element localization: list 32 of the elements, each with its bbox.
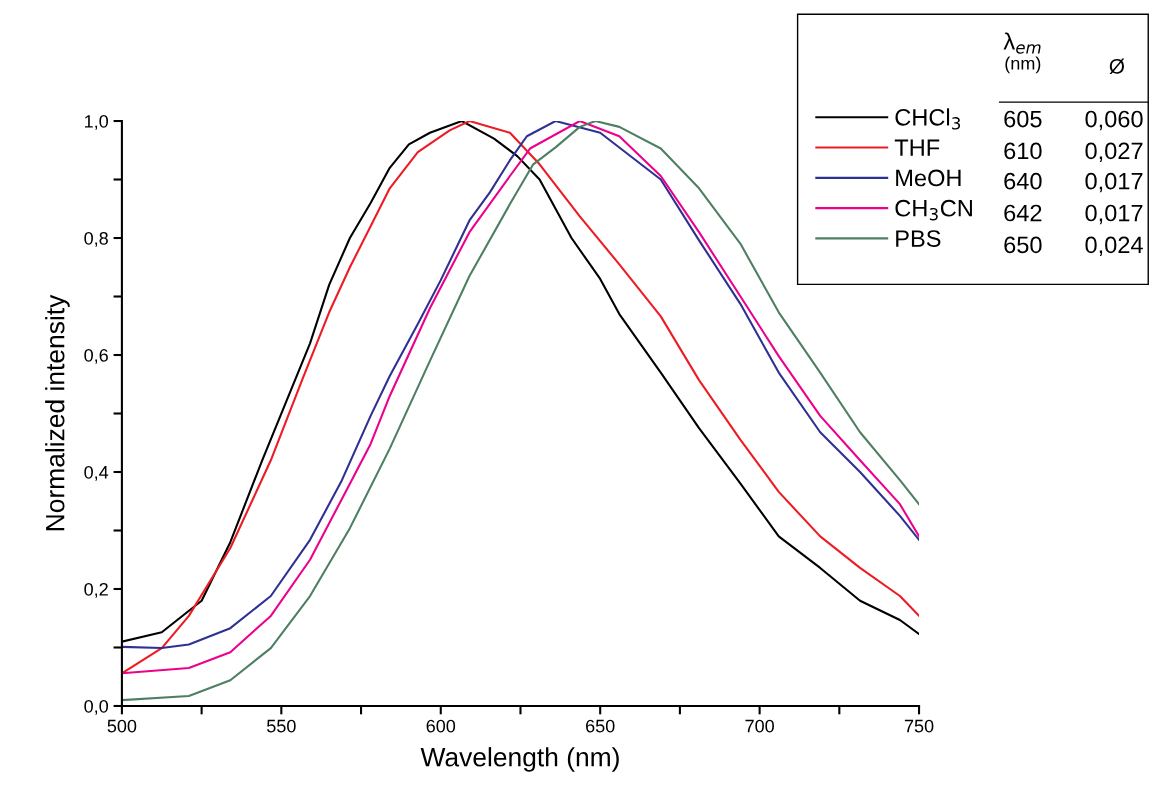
legend-label: MeOH xyxy=(896,169,961,187)
text: 0,027 xyxy=(1085,142,1143,163)
text: 0,060 xyxy=(1085,110,1143,131)
legend-label: PBS xyxy=(896,230,941,247)
x-tick-label: 650 xyxy=(586,719,615,733)
x-tick-label: 500 xyxy=(107,719,137,733)
x-tick-label: 700 xyxy=(745,719,774,733)
x-tick-label: 600 xyxy=(426,719,456,733)
x-tick-label: 750 xyxy=(904,719,934,733)
legend-label: THF xyxy=(894,139,940,156)
y-tick-label: 0,0 xyxy=(84,699,109,715)
legend-label: CH$_{3}$CN xyxy=(895,199,972,221)
text: (nm) xyxy=(1005,56,1041,74)
text: Ø xyxy=(1109,58,1125,75)
text: 642 xyxy=(1004,204,1042,222)
legend-label: CHCl$_{3}$ xyxy=(895,108,961,130)
text: 650 xyxy=(1004,236,1042,254)
y-tick-label: 0,8 xyxy=(84,231,108,247)
text: 0,017 xyxy=(1085,172,1143,193)
x-tick-label: 550 xyxy=(266,719,296,733)
text: λ$_{em}$ xyxy=(1003,32,1041,54)
x-axis-title: Wavelength (nm) xyxy=(420,747,619,772)
text: 640 xyxy=(1004,172,1042,190)
y-tick-label: 0,6 xyxy=(84,348,108,364)
y-tick-label: 1,0 xyxy=(84,114,109,130)
y-axis-title: Normalized intensity xyxy=(45,294,70,531)
text: 610 xyxy=(1004,142,1042,160)
text: 605 xyxy=(1004,110,1042,128)
y-tick-label: 0,4 xyxy=(84,465,109,481)
text: 0,024 xyxy=(1085,236,1143,257)
text: 0,017 xyxy=(1085,204,1143,225)
y-tick-label: 0,2 xyxy=(84,582,108,598)
